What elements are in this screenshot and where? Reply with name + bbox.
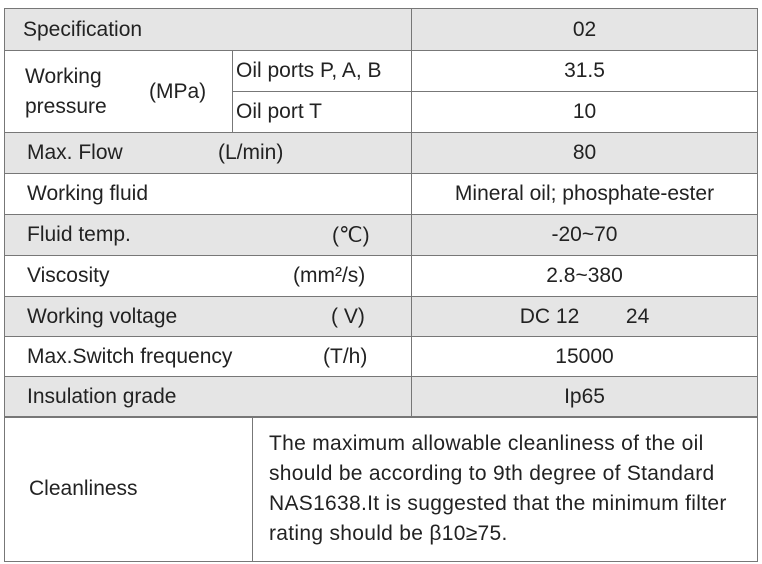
pressure-label-cell: Working pressure (MPa) <box>4 50 233 133</box>
spec-row-label: Insulation grade <box>27 385 177 408</box>
spec-row-label-cell: Viscosity (mm²/s) <box>4 255 412 297</box>
oil-port-t-value: 10 <box>411 91 758 133</box>
spec-row-value: 15000 <box>411 336 758 377</box>
spec-row-label-cell: Fluid temp. (℃) <box>4 214 412 256</box>
spec-header-value: 02 <box>411 8 758 51</box>
spec-row-unit: (℃) <box>332 224 370 247</box>
spec-row-label: Max.Switch frequency <box>27 344 233 368</box>
pressure-unit: (MPa) <box>149 80 207 103</box>
pressure-label-line2: pressure <box>25 95 107 118</box>
spec-row-unit: (T/h) <box>323 344 368 368</box>
spec-row-unit: (mm²/s) <box>293 264 366 287</box>
pressure-label-line1: Working <box>25 65 102 88</box>
spec-header-label: Specification <box>4 8 412 51</box>
cleanliness-label: Cleanliness <box>4 416 253 562</box>
spec-row-value: -20~70 <box>411 214 758 256</box>
spec-row-value: Ip65 <box>411 376 758 418</box>
spec-row-label-cell: Max.Switch frequency (T/h) <box>4 336 412 377</box>
oil-ports-pab-value: 31.5 <box>411 50 758 92</box>
spec-row-unit: ( V) <box>331 304 365 328</box>
spec-row-label: Working fluid <box>27 182 148 205</box>
spec-row-unit: (L/min) <box>218 141 284 164</box>
spec-row-label-cell: Working fluid <box>4 173 412 215</box>
spec-row-label: Max. Flow <box>27 141 123 164</box>
spec-row-value: Mineral oil; phosphate-ester <box>411 173 758 215</box>
spec-row-label-cell: Max. Flow (L/min) <box>4 132 412 174</box>
oil-port-t-label: Oil port T <box>232 91 412 133</box>
spec-row-value: 80 <box>411 132 758 174</box>
spec-row-label: Working voltage <box>27 304 178 328</box>
spec-row-label-cell: Insulation grade <box>4 376 412 418</box>
spec-row-value: DC 12 24 <box>411 296 758 337</box>
spec-row-label: Fluid temp. <box>27 223 131 246</box>
spec-row-label-cell: Working voltage ( V) <box>4 296 412 337</box>
oil-ports-pab-label: Oil ports P, A, B <box>232 50 412 92</box>
spec-row-label: Viscosity <box>27 264 110 287</box>
cleanliness-text: The maximum allowable cleanliness of the… <box>252 416 758 562</box>
spec-row-value: 2.8~380 <box>411 255 758 297</box>
